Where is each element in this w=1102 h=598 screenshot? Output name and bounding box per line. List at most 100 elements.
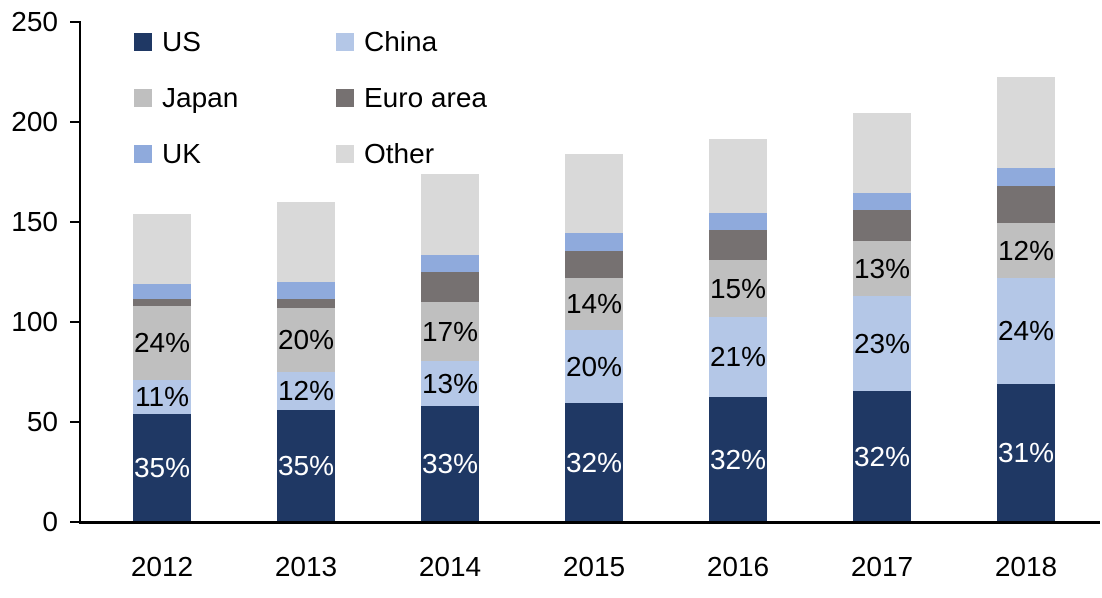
- bar-segment-uk: [709, 213, 767, 230]
- bar-segment-other: [565, 154, 623, 233]
- segment-label-us-2015: 32%: [565, 446, 623, 478]
- bar-segment-japan: 17%: [421, 302, 479, 361]
- x-axis-label-2013: 2013: [274, 551, 338, 582]
- legend-label-china: China: [364, 26, 438, 57]
- segment-label-japan-2012: 24%: [133, 327, 191, 358]
- bar-segment-us: 33%: [421, 406, 479, 522]
- segment-label-us-2016: 32%: [709, 443, 767, 475]
- bar-segment-uk: [565, 233, 623, 251]
- y-axis-tick: [70, 421, 80, 423]
- bar-segment-euro-area: [133, 299, 191, 306]
- y-axis-tick-label: 0: [42, 506, 58, 537]
- bar-segment-china: 11%: [133, 380, 191, 414]
- bar-segment-china: 20%: [565, 330, 623, 403]
- bar-2014: 33% 13% 17%: [421, 0, 479, 522]
- legend-item-euro-area: Euro area: [336, 84, 487, 112]
- legend-item-china: China: [336, 28, 487, 56]
- segment-label-japan-2016: 15%: [709, 272, 767, 304]
- bar-segment-japan: 24%: [133, 306, 191, 380]
- segment-label-china-2017: 23%: [853, 327, 911, 359]
- segment-label-us-2014: 33%: [421, 448, 479, 479]
- bar-segment-other: [277, 202, 335, 282]
- x-axis-label-2017: 2017: [850, 551, 914, 582]
- bar-segment-china: 13%: [421, 361, 479, 406]
- bar-segment-other: [421, 174, 479, 255]
- bar-segment-us: 32%: [709, 397, 767, 522]
- segment-label-china-2012: 11%: [135, 381, 189, 412]
- legend-item-uk: UK: [134, 140, 336, 168]
- bar-segment-other: [133, 214, 191, 284]
- legend-swatch-euro-area: [336, 89, 354, 107]
- bar-segment-uk: [133, 284, 191, 299]
- segment-label-china-2016: 21%: [709, 341, 767, 372]
- bar-segment-other: [853, 113, 911, 193]
- legend-label-other: Other: [364, 138, 435, 169]
- bar-segment-euro-area: [421, 272, 479, 302]
- x-axis-label-2012: 2012: [130, 551, 194, 582]
- y-axis-tick: [70, 521, 80, 523]
- x-axis-label-2015: 2015: [562, 551, 626, 582]
- bar-segment-japan: 20%: [277, 308, 335, 372]
- legend-item-japan: Japan: [134, 84, 336, 112]
- segment-label-japan-2014: 17%: [421, 315, 479, 347]
- bar-segment-china: 23%: [853, 296, 911, 391]
- bar-segment-us: 32%: [853, 391, 911, 522]
- bar-segment-euro-area: [853, 210, 911, 241]
- bar-2012: 35% 11% 24%: [133, 0, 191, 522]
- legend-swatch-other: [336, 145, 354, 163]
- x-axis-label-2018: 2018: [994, 551, 1058, 582]
- segment-label-china-2014: 13%: [421, 367, 479, 399]
- bar-segment-japan: 12%: [997, 223, 1055, 278]
- bar-segment-uk: [853, 193, 911, 210]
- y-axis-tick: [70, 21, 80, 23]
- segment-label-japan-2013: 20%: [277, 324, 335, 355]
- segment-label-us-2013: 35%: [277, 450, 335, 481]
- bar-segment-euro-area: [709, 230, 767, 260]
- legend-label-us: US: [162, 26, 201, 57]
- y-axis-tick-label: 50: [26, 406, 58, 437]
- bar-2016: 32% 21% 15%: [709, 0, 767, 522]
- bar-2018: 31% 24% 12%: [997, 0, 1055, 522]
- legend-item-us: US: [134, 28, 336, 56]
- legend-swatch-uk: [134, 145, 152, 163]
- y-axis-line: [79, 21, 81, 524]
- segment-label-us-2012: 35%: [133, 452, 191, 483]
- bar-segment-japan: 15%: [709, 260, 767, 317]
- bar-segment-japan: 14%: [565, 278, 623, 330]
- y-axis-tick: [70, 321, 80, 323]
- bar-segment-euro-area: [565, 251, 623, 278]
- y-axis-tick: [70, 121, 80, 123]
- y-axis-tick-label: 200: [11, 106, 58, 137]
- bar-segment-us: 32%: [565, 403, 623, 522]
- segment-label-japan-2017: 13%: [853, 252, 911, 284]
- segment-label-japan-2015: 14%: [565, 288, 623, 319]
- bar-segment-china: 21%: [709, 317, 767, 397]
- bar-segment-uk: [421, 255, 479, 272]
- y-axis-tick-label: 150: [11, 206, 58, 237]
- bar-segment-uk: [277, 282, 335, 299]
- segment-label-china-2013: 12%: [277, 375, 335, 406]
- bar-2017: 32% 23% 13%: [853, 0, 911, 522]
- segment-label-japan-2018: 12%: [997, 234, 1055, 266]
- y-axis-tick-label: 250: [11, 6, 58, 37]
- bar-segment-uk: [997, 168, 1055, 186]
- chart-legend: US China Japan Euro area UK Other: [134, 28, 487, 168]
- y-axis-tick: [70, 221, 80, 223]
- bar-segment-china: 24%: [997, 278, 1055, 384]
- y-axis-tick-label: 100: [11, 306, 58, 337]
- legend-swatch-us: [134, 33, 152, 51]
- bar-segment-euro-area: [277, 299, 335, 308]
- x-axis-line: [79, 521, 1100, 524]
- bar-segment-china: 12%: [277, 372, 335, 410]
- legend-swatch-china: [336, 33, 354, 51]
- bar-segment-us: 31%: [997, 384, 1055, 522]
- x-axis-label-2016: 2016: [706, 551, 770, 582]
- bar-segment-euro-area: [997, 186, 1055, 223]
- segment-label-china-2015: 20%: [565, 350, 623, 382]
- bar-segment-other: [709, 139, 767, 213]
- bar-segment-japan: 13%: [853, 241, 911, 296]
- segment-label-china-2018: 24%: [997, 315, 1055, 346]
- x-axis-label-2014: 2014: [418, 551, 482, 582]
- segment-label-us-2017: 32%: [853, 440, 911, 472]
